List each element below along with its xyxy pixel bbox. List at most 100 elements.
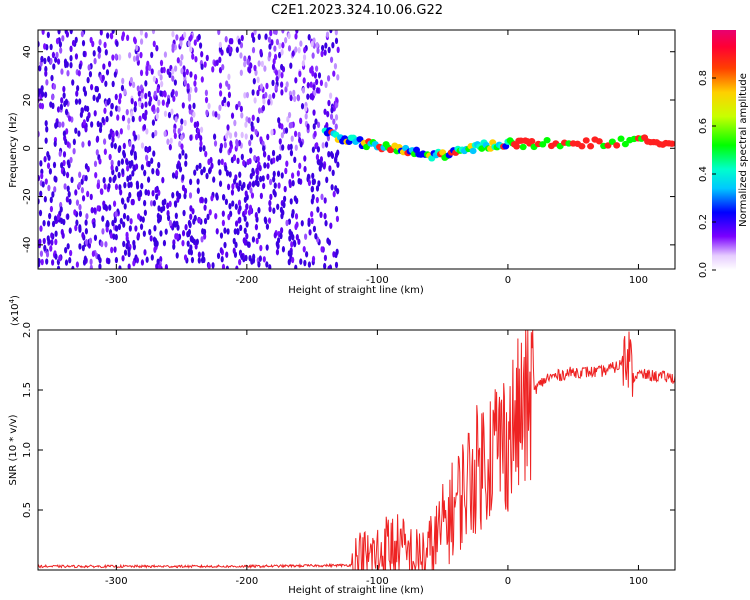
spectrogram-cell [255,174,259,181]
spectrogram-cell [103,183,107,190]
spectrogram-cell [284,167,288,175]
spectrogram-cell [252,253,256,261]
spectrogram-cell [272,157,276,164]
spectrogram-cell [324,42,328,49]
spectrogram-cell [310,217,314,225]
spectrogram-cell [184,160,188,167]
spectrogram-cell [46,235,50,242]
spectrogram-cell [264,91,268,99]
spectrogram-cell [53,175,57,182]
spectrogram-cell [110,141,114,149]
spectrogram-cell [334,123,338,130]
spectrogram-cell [61,35,65,42]
spectrogram-cell [289,198,293,205]
spectrogram-cell [325,31,330,38]
spectrogram-cell [50,232,54,239]
spectrogram-cell [51,93,55,101]
spectrogram-cell [311,94,315,101]
spectrogram-cell [234,203,238,210]
spectrogram-cell [128,52,132,59]
spectrogram-cell [218,104,222,112]
spectrogram-cell [137,213,141,220]
spectrogram-cell [133,134,138,141]
spectrogram-cell [287,258,291,266]
spectrogram-cell [60,162,64,169]
spectrogram-cell [239,224,243,232]
spectrogram-cell [50,74,54,82]
spectrogram-cell [128,225,132,232]
spectrogram-cell [289,121,294,129]
spectrogram-cell [189,71,193,78]
spectrogram-cell [261,175,265,182]
spectrogram-cell [125,108,129,116]
spectrogram-cell [135,55,140,62]
spectrogram-cell [98,263,102,269]
spectrogram-cell [86,76,90,84]
spectrogram-cell [327,99,331,107]
spectrogram-cell [218,67,223,74]
spectrogram-cell [171,192,175,199]
spectrogram-cell [159,74,163,81]
spectrogram-cell [334,37,339,45]
spectrogram-cell [143,169,147,177]
spectrogram-cell [107,183,111,190]
spectrogram-cell [231,200,235,207]
spectrogram-cell [55,37,60,45]
spectrogram-cell [82,259,87,266]
spectrogram-cell [113,142,117,150]
spectrogram-cell [313,72,318,79]
spectrogram-cell [183,187,188,195]
spectrogram-cell [112,200,117,207]
spectrogram-cell [122,152,127,159]
spectrogram-cell [247,117,251,124]
spectrogram-cell [240,34,244,42]
spectrogram-cell [87,140,91,147]
spectrogram-cell [228,46,232,54]
spectrogram-cell [213,140,218,147]
spectrogram-cell [163,130,167,137]
spectrogram-cell [39,250,44,257]
spectrogram-cell [107,60,112,68]
spectrogram-cell [74,224,78,232]
spectrogram-cell [336,187,340,195]
spectrogram-cell [170,108,174,115]
spectrogram-cell [230,112,235,119]
spectrogram-cell [296,170,300,177]
spectrogram-cell [269,99,273,106]
spectrogram-cell [314,232,318,240]
spectrogram-cell [86,190,90,198]
spectrogram-cell [122,212,127,220]
spectrogram-cell [174,90,179,97]
spectrogram-cell [147,90,151,98]
spectrogram-cell [297,177,301,185]
spectrogram-cell [287,218,292,225]
spectrogram-cell [323,262,327,269]
spectrogram-cell [311,70,315,77]
spectrogram-cell [69,30,73,35]
snr-x-label: Height of straight line (km) [288,585,424,596]
spectrogram-cell [330,184,334,191]
spectrogram-cell [135,180,139,187]
spectrogram-cell [102,63,106,70]
spectrogram-cell [279,232,283,240]
spectrogram-cell [160,80,164,88]
spectrogram-cell [53,186,57,193]
spectrogram-cell [56,213,60,221]
spectrogram-cell [332,251,336,258]
spectrogram-cell [135,44,139,52]
spectrogram-cell [294,46,298,53]
spectrogram-cell [280,123,284,130]
spectrogram-cell [249,172,253,180]
spectrogram-cell [71,79,75,86]
spectrogram-cell [51,220,56,228]
spectrogram-cell [163,51,168,58]
spectrogram-cell [130,198,134,206]
spectrogram-cell [75,199,80,206]
spectrogram-cell [142,230,146,237]
spectrogram-cell [295,234,299,241]
spectrogram-cell [40,91,45,98]
spectrogram-cell [46,31,50,39]
spectrogram-cell [304,233,308,240]
spectrogram-cell [59,47,63,54]
spectrogram-cell [126,175,130,183]
